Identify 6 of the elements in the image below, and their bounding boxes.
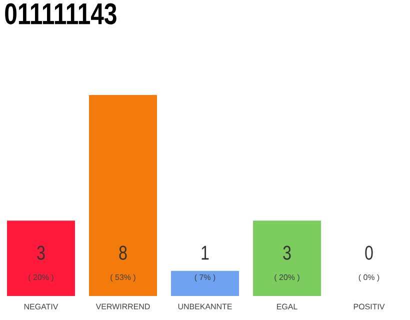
data-label: 3 bbox=[283, 246, 291, 260]
data-label: 3 bbox=[37, 246, 45, 260]
data-label: 1 bbox=[202, 246, 209, 260]
chart-title: 011111143 bbox=[5, 3, 116, 24]
data-label: 0 bbox=[365, 246, 373, 260]
data-label: 8 bbox=[119, 246, 127, 260]
